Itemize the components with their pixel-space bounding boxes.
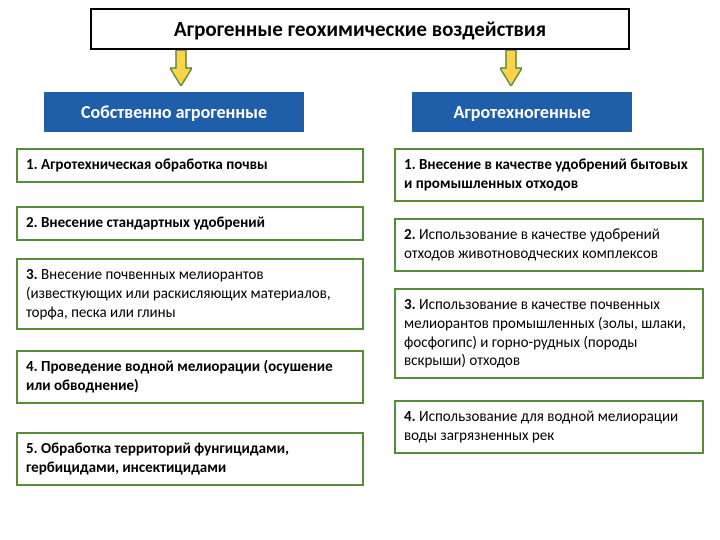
right-item-1: 1. Внесение в качестве удобрений бытовых… xyxy=(394,148,704,202)
item-num: 5. xyxy=(26,440,38,458)
arrow-down-left xyxy=(170,50,192,86)
item-num: 3. xyxy=(26,266,38,284)
right-item-2: 2. Использование в качестве удобрений от… xyxy=(394,218,704,272)
item-text: Использование для водной мелиорации воды… xyxy=(404,408,678,445)
item-num: 1. xyxy=(26,156,38,174)
left-item-1: 1. Агротехническая обработка почвы xyxy=(16,148,364,183)
right-item-4: 4. Использование для водной мелиорации в… xyxy=(394,400,704,454)
item-text: Внесение почвенных мелиорантов (известку… xyxy=(26,266,331,322)
item-num: 1. xyxy=(404,156,416,174)
item-num: 2. xyxy=(404,226,416,244)
item-text: Внесение стандартных удобрений xyxy=(41,214,265,232)
item-text: Использование в качестве удобрений отход… xyxy=(404,226,660,263)
subhead-left: Собственно агрогенные xyxy=(44,92,304,132)
left-item-5: 5. Обработка территорий фунгицидами, гер… xyxy=(16,432,364,486)
item-text: Обработка территорий фунгицидами, гербиц… xyxy=(26,440,289,477)
item-num: 4. xyxy=(404,408,416,426)
arrow-down-right xyxy=(500,50,522,86)
subhead-right: Агротехногенные xyxy=(412,92,632,132)
item-text: Внесение в качестве удобрений бытовых и … xyxy=(404,156,688,193)
item-text: Агротехническая обработка почвы xyxy=(41,156,268,174)
left-item-2: 2. Внесение стандартных удобрений xyxy=(16,206,364,241)
left-item-3: 3. Внесение почвенных мелиорантов (извес… xyxy=(16,258,364,330)
left-item-4: 4. Проведение водной мелиорации (осушени… xyxy=(16,350,364,404)
item-num: 2. xyxy=(26,214,38,232)
item-num: 3. xyxy=(404,296,416,314)
diagram-title: Агрогенные геохимические воздействия xyxy=(90,8,630,50)
right-item-3: 3. Использование в качестве почвенных ме… xyxy=(394,288,704,379)
item-text: Использование в качестве почвенных мелио… xyxy=(404,296,686,370)
item-text: Проведение водной мелиорации (осушение и… xyxy=(26,358,333,395)
item-num: 4. xyxy=(26,358,38,376)
